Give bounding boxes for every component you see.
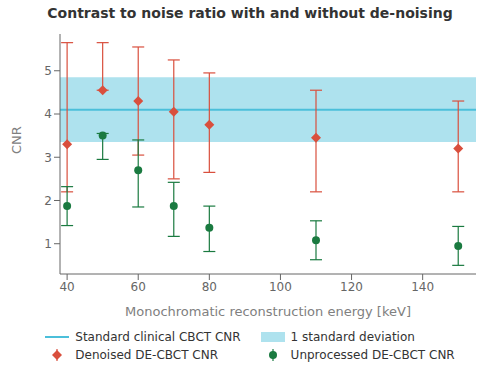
svg-text:60: 60 — [131, 280, 146, 294]
html-text:Standard clinical CBCT CNR: Standard clinical CBCT CNR — [75, 330, 241, 344]
svg-text:Monochromatic reconstruction e: Monochromatic reconstruction energy [keV… — [125, 304, 411, 319]
html-text:Unprocessed DE-CBCT CNR: Unprocessed DE-CBCT CNR — [290, 348, 455, 362]
svg-text:140: 140 — [411, 280, 434, 294]
svg-text:5: 5 — [44, 64, 52, 78]
svg-text:100: 100 — [269, 280, 292, 294]
svg-text:4: 4 — [44, 107, 52, 121]
svg-text:80: 80 — [202, 280, 217, 294]
html-text:Contrast to noise ratio with a: Contrast to noise ratio with and without… — [47, 5, 453, 21]
html-text:Denoised DE-CBCT CNR: Denoised DE-CBCT CNR — [75, 348, 218, 362]
svg-text:3: 3 — [44, 151, 52, 165]
svg-text:1: 1 — [44, 237, 52, 251]
svg-text:40: 40 — [59, 280, 74, 294]
svg-text:2: 2 — [44, 194, 52, 208]
svg-text:120: 120 — [340, 280, 363, 294]
html-text:1 standard deviation: 1 standard deviation — [290, 330, 415, 344]
svg-text:CNR: CNR — [9, 126, 24, 154]
